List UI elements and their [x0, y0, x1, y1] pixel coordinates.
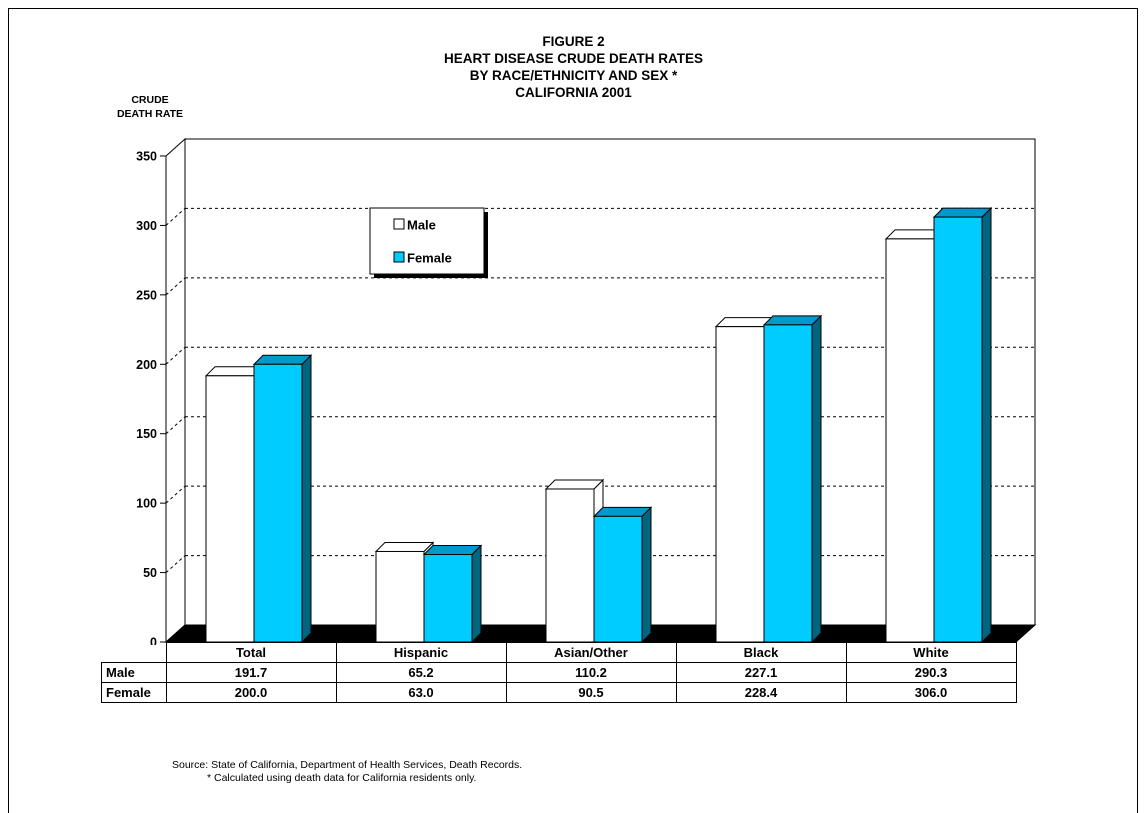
bar-female	[763, 324, 813, 643]
row-label-female: Female	[101, 682, 167, 703]
row-label-male: Male	[101, 662, 167, 683]
bar-side	[471, 544, 482, 644]
category-label: White	[845, 642, 1017, 663]
table-cell: 63.0	[335, 682, 507, 703]
bar-top	[422, 545, 483, 556]
bar-top	[762, 315, 823, 326]
table-cell: 191.7	[165, 662, 337, 683]
bar-female	[593, 515, 643, 643]
chart-side-wall	[165, 137, 186, 644]
legend-box	[369, 207, 485, 275]
bar-side	[811, 314, 822, 644]
bar-male	[375, 550, 425, 643]
bar-female	[253, 363, 303, 643]
bar-top	[544, 479, 605, 490]
y-axis-label-line-2: DEATH RATE	[116, 108, 184, 120]
data-table-row-male: Male 191.7 65.2 110.2 227.1 290.3	[101, 662, 1017, 683]
y-tick-label: 100	[136, 497, 157, 511]
category-label: Black	[675, 642, 847, 663]
category-label: Asian/Other	[505, 642, 677, 663]
figure-label: FIGURE 2	[542, 34, 605, 49]
bar-top	[374, 541, 435, 552]
bar-male	[885, 238, 935, 643]
bar-side	[301, 354, 312, 644]
y-tick-label: 350	[136, 150, 157, 164]
legend-label-female: Female	[407, 251, 452, 266]
legend-label-male: Male	[407, 218, 436, 233]
bar-top	[252, 354, 313, 365]
footnote: * Calculated using death data for Califo…	[207, 772, 477, 784]
chart-frame	[8, 8, 1138, 813]
chart-title-line-2: BY RACE/ETHNICITY AND SEX *	[469, 68, 678, 83]
y-tick-label: 0	[150, 636, 157, 646]
gridline-side	[165, 485, 186, 504]
y-axis-label-line-1: CRUDE	[131, 94, 169, 106]
gridline-side	[165, 346, 186, 365]
data-table-corner	[102, 643, 167, 663]
table-cell: 90.5	[505, 682, 677, 703]
table-cell: 228.4	[675, 682, 847, 703]
source-note: Source: State of California, Department …	[172, 759, 523, 771]
gridline-side	[165, 416, 186, 435]
y-tick-label: 200	[136, 358, 157, 372]
chart-title-line-3: CALIFORNIA 2001	[515, 85, 632, 100]
table-cell: 306.0	[845, 682, 1017, 703]
category-label: Total	[165, 642, 337, 663]
legend-swatch-male	[393, 218, 405, 230]
bar-side	[981, 206, 992, 644]
bar-male	[545, 488, 595, 643]
table-cell: 200.0	[165, 682, 337, 703]
table-cell: 290.3	[845, 662, 1017, 683]
y-tick-label: 150	[136, 427, 157, 441]
y-tick-label: 50	[143, 566, 157, 580]
data-table-row-female: Female 200.0 63.0 90.5 228.4 306.0	[101, 682, 1017, 703]
category-label: Hispanic	[335, 642, 507, 663]
legend-swatch-female	[393, 251, 405, 263]
table-cell: 110.2	[505, 662, 677, 683]
bar-chart: 0 50 100 150 200 250 300 350 Male Female	[136, 137, 1037, 646]
data-table: Total Hispanic Asian/Other Black White M…	[101, 642, 1017, 703]
gridline-side	[165, 277, 186, 296]
bar-male	[205, 375, 255, 643]
bar-top	[592, 506, 653, 517]
chart-title-line-1: HEART DISEASE CRUDE DEATH RATES	[443, 51, 704, 66]
table-cell: 65.2	[335, 662, 507, 683]
bar-male	[715, 326, 765, 643]
bar-female	[933, 216, 983, 643]
table-cell: 227.1	[675, 662, 847, 683]
bar-top	[932, 207, 993, 218]
data-table-header-row: Total Hispanic Asian/Other Black White	[102, 642, 1017, 663]
bar-side	[641, 506, 652, 644]
y-tick-label: 300	[136, 219, 157, 233]
gridline-side	[165, 555, 186, 573]
gridline-side	[165, 208, 186, 226]
bar-female	[423, 554, 473, 643]
y-tick-label: 250	[136, 288, 157, 302]
